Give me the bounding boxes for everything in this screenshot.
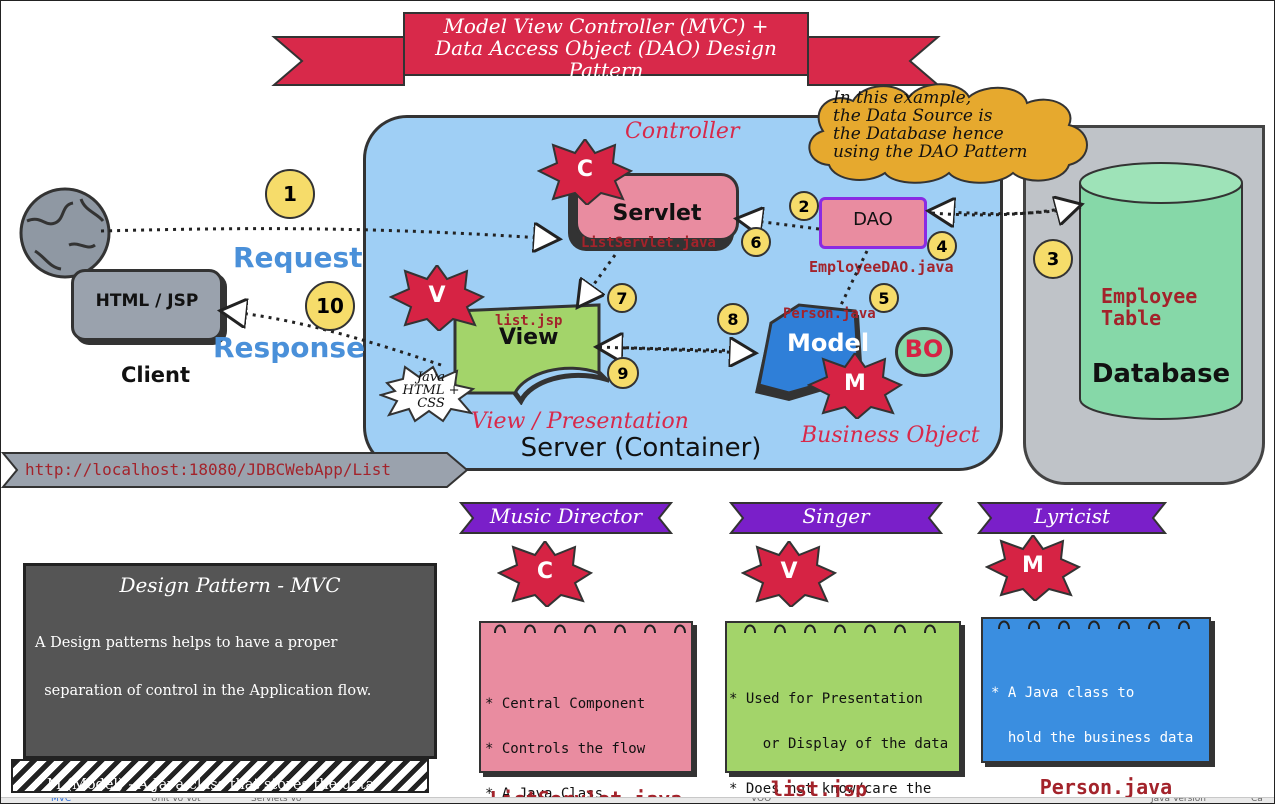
title-line-1: Model View Controller (MVC) + bbox=[443, 14, 769, 38]
controller-star-letter: C bbox=[576, 157, 594, 182]
step-5-badge: 5 bbox=[869, 283, 899, 313]
lyricist-footer: Person.java bbox=[1039, 775, 1173, 799]
bo-label: BO bbox=[904, 335, 944, 363]
dao-file-label: EmployeeDAO.java bbox=[809, 258, 954, 276]
bottom-tab-strip: MVC Unit Vo Vot Servlets Vo VOO Java Ver… bbox=[1, 797, 1274, 804]
business-object-label: Business Object bbox=[801, 423, 980, 448]
step-9-badge: 9 bbox=[607, 357, 639, 389]
singer-note bbox=[725, 621, 961, 773]
model-file-label: Person.java bbox=[783, 306, 876, 322]
database-label: Database bbox=[1091, 359, 1231, 389]
bottom-tab-2[interactable]: Unit Vo Vot bbox=[151, 797, 201, 804]
servlet-file-label: ListServlet.java bbox=[581, 235, 716, 251]
database-cylinder bbox=[1079, 162, 1243, 420]
music-director-star bbox=[497, 541, 593, 607]
music-director-note bbox=[479, 621, 693, 773]
music-director-label: Music Director bbox=[489, 504, 643, 528]
music-director-star-letter: C bbox=[536, 559, 554, 584]
client-label: Client bbox=[121, 363, 191, 387]
design-box-shadow bbox=[11, 759, 429, 793]
cloud-note bbox=[808, 83, 1088, 184]
html-jsp-label: HTML / JSP bbox=[95, 291, 199, 311]
singer-star-letter: V bbox=[780, 559, 798, 584]
servlet-label: Servlet bbox=[612, 201, 702, 226]
design-pattern-box bbox=[23, 563, 437, 759]
controller-label: Controller bbox=[625, 119, 740, 144]
title-line-2: Data Access Object (DAO) Design Pattern bbox=[435, 36, 777, 82]
step-4-badge: 4 bbox=[927, 231, 957, 261]
singer-label: Singer bbox=[802, 504, 870, 528]
step-1-badge: 1 bbox=[265, 169, 315, 219]
lyricist-star-letter: M bbox=[1022, 553, 1044, 578]
request-label: Request bbox=[233, 241, 363, 274]
lyricist-banner bbox=[977, 502, 1167, 534]
bo-circle bbox=[895, 327, 953, 377]
lyricist-star bbox=[985, 535, 1081, 601]
step-6-badge: 6 bbox=[741, 227, 771, 257]
view-star-letter: V bbox=[428, 283, 446, 308]
music-director-banner bbox=[459, 502, 673, 534]
cloud-note-text: In this example, the Data Source is the … bbox=[833, 88, 1028, 162]
java-html-css-burst bbox=[379, 365, 476, 423]
model-star-badge bbox=[807, 353, 903, 419]
url-bar bbox=[1, 452, 469, 488]
model-star-letter: M bbox=[844, 371, 866, 396]
bottom-tab-4[interactable]: VOO bbox=[751, 797, 772, 804]
bottom-tab-mvc[interactable]: MVC bbox=[51, 797, 72, 804]
bottom-tab-3[interactable]: Servlets Vo bbox=[251, 797, 302, 804]
view-label: View bbox=[499, 325, 559, 350]
singer-star bbox=[741, 541, 837, 607]
view-file-label: list.jsp bbox=[495, 313, 563, 329]
lyricist-note-text: * A Java class to hold the business data… bbox=[991, 685, 1194, 791]
java-html-css-text: Java HTML + CSS bbox=[402, 370, 460, 411]
controller-star-badge bbox=[537, 139, 633, 205]
singer-note-text: * Used for Presentation or Display of th… bbox=[729, 691, 949, 797]
step-8-badge: 8 bbox=[717, 303, 749, 335]
url-text: http://localhost:18080/JDBCWebApp/List bbox=[25, 460, 392, 479]
step-2-badge: 2 bbox=[789, 191, 819, 221]
design-box-title: Design Pattern - MVC bbox=[119, 573, 341, 597]
client-browser-box bbox=[71, 269, 223, 341]
step-3-badge: 3 bbox=[1033, 239, 1073, 279]
globe-icon bbox=[19, 187, 111, 279]
server-label: Server (Container) bbox=[520, 433, 762, 463]
step-7-badge: 7 bbox=[607, 283, 637, 313]
employee-table-label: Employee Table bbox=[1101, 284, 1198, 330]
response-label: Response bbox=[213, 331, 366, 364]
lyricist-label: Lyricist bbox=[1033, 504, 1111, 528]
view-star-badge bbox=[389, 265, 485, 331]
design-box-body: A Design patterns helps to have a proper… bbox=[35, 635, 375, 793]
bottom-tab-6[interactable]: Ca bbox=[1251, 797, 1263, 804]
step-10-badge: 10 bbox=[305, 281, 355, 331]
view-presentation-label: View / Presentation bbox=[471, 409, 689, 434]
lyricist-note bbox=[981, 617, 1211, 763]
bottom-tab-5[interactable]: Java Version bbox=[1151, 797, 1206, 804]
dao-label: DAO bbox=[853, 209, 893, 230]
title-banner bbox=[271, 12, 941, 86]
singer-banner bbox=[729, 502, 943, 534]
view-box bbox=[453, 303, 609, 405]
